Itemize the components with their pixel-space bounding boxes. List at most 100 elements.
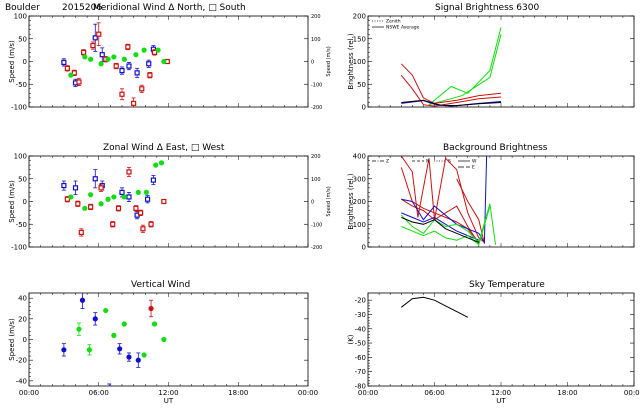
data-point-blue (92, 35, 98, 41)
data-point-green (86, 347, 93, 353)
data-point-red (90, 42, 96, 49)
y-tick-label: -80 (355, 383, 366, 391)
data-point-red (138, 210, 144, 216)
data-point-red (126, 169, 132, 175)
y-right-tick-label: -200 (311, 105, 322, 111)
data-point-blue (79, 297, 86, 303)
y-tick-label: 200 (353, 13, 366, 21)
data-point-blue (92, 316, 98, 322)
data-point-blue (107, 385, 111, 386)
data-point-red (78, 229, 84, 236)
y-tick-label: -50 (16, 81, 27, 89)
series-line-red-2 (400, 74, 502, 107)
data-point-red (76, 79, 82, 85)
data-point-red (125, 44, 131, 50)
data-point-blue (126, 354, 132, 360)
data-point-blue (61, 182, 67, 189)
data-point-red (88, 204, 94, 210)
y-tick-label: 100 (14, 13, 27, 21)
data-point-red (110, 221, 116, 227)
data-point-blue (126, 194, 132, 200)
y-tick-label: 0 (23, 58, 27, 66)
data-point-red (151, 49, 158, 56)
x-tick-label: 06:00 (89, 389, 109, 397)
y-tick-label: 50 (357, 81, 366, 89)
data-point-green (133, 52, 139, 58)
y-right-tick-label: -100 (311, 82, 322, 88)
y-tick-label: 50 (18, 35, 27, 43)
y-tick-label: 400 (353, 153, 366, 161)
x-tick-label: 12:00 (491, 389, 511, 397)
plot-area (400, 296, 469, 318)
legend-label: S (448, 159, 451, 165)
data-point-red (113, 63, 119, 69)
y-axis-label: Brightness (rel.) (347, 173, 355, 229)
plot-frame (367, 155, 635, 248)
data-point-green (88, 56, 94, 62)
y-tick-label: -100 (11, 104, 27, 112)
y-tick-label: 100 (353, 221, 366, 229)
y-tick-label: -30 (355, 311, 366, 319)
data-point-green (141, 352, 147, 358)
y-tick-label: 50 (18, 175, 27, 183)
plot-area (61, 160, 167, 237)
y-tick-label: 150 (353, 35, 366, 43)
chart-title-zonal: Zonal Wind Δ East, □ West (103, 143, 225, 153)
y-tick-label: -40 (16, 377, 27, 385)
y-right-tick-label: 0 (311, 200, 314, 206)
y-tick-label: 40 (18, 295, 27, 303)
series-line-black-1 (401, 99, 502, 107)
data-point-red (133, 205, 139, 211)
data-point-red (131, 100, 137, 106)
y-tick-label: -50 (16, 221, 27, 229)
series-line-green-2 (401, 205, 491, 246)
y-axis-label: (K) (347, 334, 355, 344)
data-point-green (98, 201, 104, 207)
data-point-blue (117, 346, 123, 352)
legend-label: Zenith (386, 19, 401, 25)
data-point-green (161, 58, 167, 65)
series-line-blue-2 (401, 212, 479, 241)
chart-title-vertical: Vertical Wind (131, 280, 190, 290)
y-axis-label: Brightness (rel.) (347, 33, 355, 89)
chart-title-signal: Signal Brightness 6300 (435, 3, 539, 13)
data-point-red (139, 86, 145, 92)
data-point-red (81, 49, 87, 56)
data-point-blue (72, 185, 79, 191)
data-point-green (82, 205, 88, 211)
legend-label: E (472, 165, 475, 171)
x-tick-label: 18:00 (228, 389, 248, 397)
data-point-green (82, 54, 88, 60)
x-tick-label: 00:00 (19, 389, 39, 397)
data-point-blue (92, 176, 98, 182)
plot-area (61, 22, 170, 107)
y-right-axis-label: Speed (m/s) (326, 46, 332, 76)
data-point-green (153, 162, 159, 168)
data-point-green (135, 189, 141, 195)
series-line-black-1 (401, 216, 479, 243)
y-tick-label: 100 (353, 58, 366, 66)
data-point-green (88, 192, 94, 198)
data-point-blue (150, 177, 156, 183)
y-tick-label: -60 (355, 354, 366, 362)
data-point-red (71, 70, 77, 76)
chart-meridional: Meridional Wind Δ North, □ South -100 -50 0… (8, 3, 332, 112)
data-point-green (76, 326, 82, 332)
plot-area (61, 293, 167, 386)
data-point-green (105, 56, 111, 62)
data-point-green (161, 336, 167, 343)
data-point-green (68, 72, 74, 78)
y-tick-label: 0 (362, 104, 366, 112)
data-point-green (111, 194, 117, 200)
x-tick-label: 00:00 (624, 389, 640, 397)
y-tick-label: -100 (11, 244, 27, 252)
data-point-green (121, 56, 127, 62)
data-point-green (111, 332, 117, 338)
y-tick-label: 0 (23, 198, 27, 206)
y-tick-label: 20 (18, 315, 27, 323)
data-point-red (96, 31, 102, 37)
data-point-green (155, 47, 161, 53)
data-point-green (141, 47, 147, 53)
chart-title-background: Background Brightness (443, 143, 548, 153)
plot-frame (28, 155, 309, 248)
